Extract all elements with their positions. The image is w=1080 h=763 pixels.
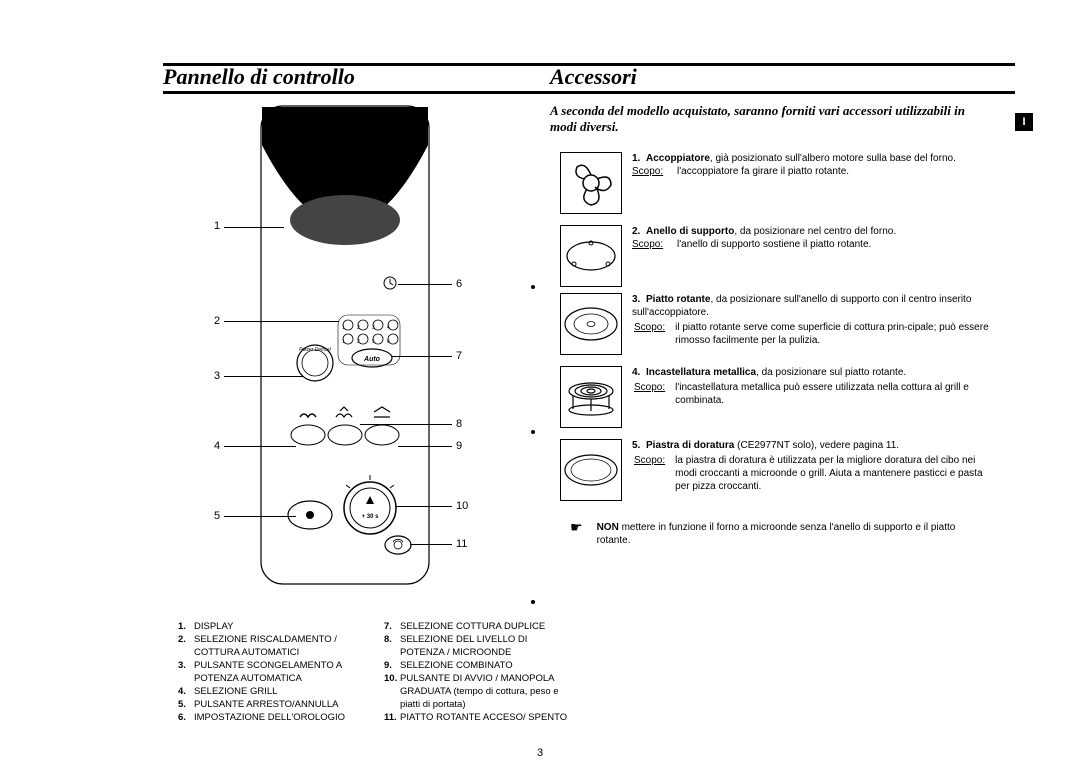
callout-7: 7	[456, 350, 462, 362]
legend-item: 9.SELEZIONE COMBINATO	[384, 659, 570, 672]
title-underline	[163, 91, 1015, 94]
accessory-icon	[560, 225, 622, 287]
legend-item: 7.SELEZIONE COTTURA DUPLICE	[384, 620, 570, 633]
leader-line	[224, 516, 296, 517]
heading-accessori: Accessori	[550, 64, 637, 90]
accessory-row: 1.Accoppiatore, già posizionato sull'alb…	[560, 152, 1000, 214]
leader-line	[224, 446, 296, 447]
svg-text:+ 30 s: + 30 s	[362, 514, 380, 520]
note: ☛ NON mettere in funzione il forno a mic…	[570, 521, 985, 547]
callout-11: 11	[456, 538, 467, 550]
legend-item: 10.PULSANTE DI AVVIO / MANOPOLA GRADUATA…	[384, 672, 570, 711]
legend-item: 1.DISPLAY	[178, 620, 364, 633]
leader-line	[398, 284, 452, 285]
leader-line	[392, 356, 452, 357]
svg-text:1: 1	[342, 325, 345, 331]
legend-item: 5.PULSANTE ARRESTO/ANNULLA	[178, 698, 364, 711]
callout-1: 1	[214, 220, 220, 232]
legend: 1.DISPLAY2.SELEZIONE RISCALDAMENTO / COT…	[178, 620, 570, 724]
heading-pannello: Pannello di controllo	[163, 64, 355, 90]
accessory-text: 3.Piatto rotante, da posizionare sull'an…	[632, 293, 1000, 355]
legend-item: 11.PIATTO ROTANTE ACCESO/ SPENTO	[384, 711, 570, 724]
accessory-text: 5.Piastra di doratura (CE2977NT solo), v…	[632, 439, 1000, 501]
legend-item: 2.SELEZIONE RISCALDAMENTO / COTTURA AUTO…	[178, 633, 364, 659]
accessory-text: 1.Accoppiatore, già posizionato sull'alb…	[632, 152, 956, 214]
callout-5: 5	[214, 510, 220, 522]
callout-2: 2	[214, 315, 220, 327]
pointing-hand-icon: ☛	[570, 521, 583, 547]
accessory-row: 3.Piatto rotante, da posizionare sull'an…	[560, 293, 1000, 355]
svg-text:4: 4	[387, 325, 390, 331]
accessory-icon	[560, 366, 622, 428]
leader-line	[224, 376, 304, 377]
accessory-row: 2.Anello di supporto, da posizionare nel…	[560, 225, 1000, 287]
leader-line	[360, 424, 452, 425]
accessory-text: 2.Anello di supporto, da posizionare nel…	[632, 225, 896, 287]
accessory-icon	[560, 152, 622, 214]
callout-10: 10	[456, 500, 468, 512]
control-panel-diagram: 1 2 3 4 1 2 5 6 Power Defrost Auto	[260, 105, 430, 585]
accessory-text: 4.Incastellatura metallica, da posiziona…	[632, 366, 1000, 428]
svg-text:5: 5	[372, 339, 375, 345]
accessory-row: 5.Piastra di doratura (CE2977NT solo), v…	[560, 439, 1000, 501]
page: Pannello di controllo Accessori I 1 2 3 4 …	[0, 0, 1080, 763]
page-number: 3	[537, 747, 543, 759]
callout-9: 9	[456, 440, 462, 452]
accessory-row: 4.Incastellatura metallica, da posiziona…	[560, 366, 1000, 428]
svg-text:Power Defrost: Power Defrost	[299, 347, 331, 353]
svg-text:Auto: Auto	[363, 356, 381, 363]
accessory-icon	[560, 293, 622, 355]
callout-8: 8	[456, 418, 462, 430]
language-tab: I	[1015, 113, 1033, 131]
note-bold: NON	[597, 522, 619, 533]
svg-text:3: 3	[372, 325, 375, 331]
intro-text: A seconda del modello acquistato, sarann…	[550, 103, 985, 135]
svg-text:2: 2	[357, 339, 360, 345]
svg-text:1: 1	[342, 339, 345, 345]
legend-item: 8.SELEZIONE DEL LIVELLO DI POTENZA / MIC…	[384, 633, 570, 659]
note-body: mettere in funzione il forno a microonde…	[597, 522, 956, 546]
legend-item: 6.IMPOSTAZIONE DELL'OROLOGIO	[178, 711, 364, 724]
svg-text:2: 2	[357, 325, 360, 331]
legend-item: 4.SELEZIONE GRILL	[178, 685, 364, 698]
callout-6: 6	[456, 278, 462, 290]
callout-3: 3	[214, 370, 220, 382]
svg-text:6: 6	[387, 339, 390, 345]
accessory-icon	[560, 439, 622, 501]
callout-4: 4	[214, 440, 220, 452]
leader-line	[410, 544, 452, 545]
leader-line	[224, 321, 339, 322]
leader-line	[398, 446, 452, 447]
legend-item: 3.PULSANTE SCONGELAMENTO A POTENZA AUTOM…	[178, 659, 364, 685]
leader-line	[395, 506, 452, 507]
leader-line	[224, 227, 284, 228]
